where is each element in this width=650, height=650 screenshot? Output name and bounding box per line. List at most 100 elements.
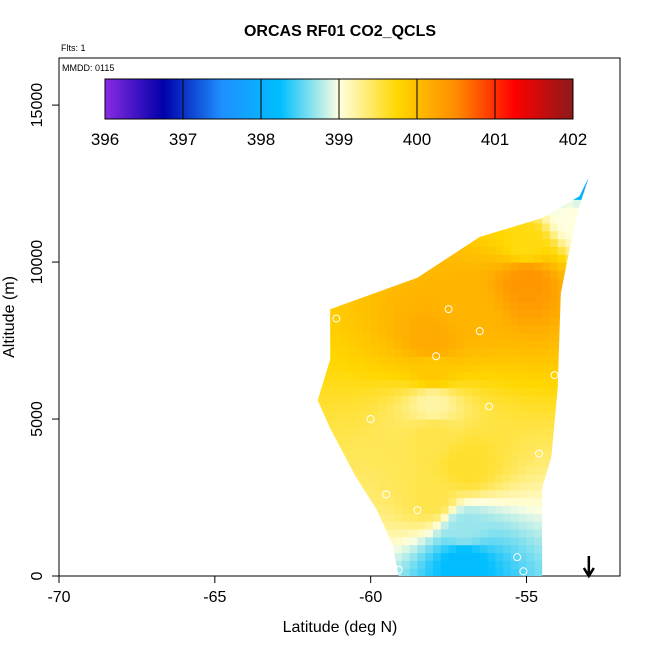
- field-cell: [503, 426, 512, 436]
- field-cell: [347, 473, 356, 483]
- field-cell: [308, 199, 316, 207]
- field-cell: [362, 332, 372, 342]
- field-cell: [331, 379, 341, 389]
- sample-point: [519, 567, 528, 576]
- field-cell: [323, 395, 333, 404]
- field-cell: [534, 395, 543, 404]
- field-cell: [573, 489, 582, 499]
- field-cell: [526, 293, 535, 302]
- field-cell: [526, 364, 535, 373]
- field-cell: [526, 332, 535, 342]
- field-cell: [448, 442, 457, 452]
- field-cell: [542, 207, 551, 216]
- field-cell: [487, 340, 496, 349]
- field-cell: [573, 199, 582, 208]
- field-cell: [394, 411, 403, 420]
- field-cell: [589, 333, 597, 341]
- field-cell: [495, 214, 504, 224]
- field-cell: [308, 513, 316, 521]
- field-cell: [510, 560, 520, 569]
- field-cell: [355, 177, 364, 185]
- sample-point: [578, 176, 587, 185]
- field-cell: [339, 442, 348, 452]
- field-cell: [347, 505, 356, 514]
- field-cell: [589, 388, 597, 396]
- field-cell: [518, 364, 528, 373]
- field-cell: [355, 222, 364, 232]
- field-cell: [347, 411, 356, 420]
- field-cell: [401, 348, 411, 357]
- field-cell: [440, 505, 450, 514]
- field-cell: [370, 505, 380, 514]
- field-cell: [323, 379, 333, 389]
- field-cell: [308, 207, 316, 215]
- field-cell: [479, 222, 489, 232]
- field-cell: [394, 489, 403, 499]
- field-cell: [464, 395, 473, 404]
- field-cell: [417, 277, 426, 287]
- field-cell: [534, 214, 543, 224]
- field-cell: [323, 411, 333, 420]
- field-cell: [510, 285, 520, 295]
- field-cell: [495, 177, 504, 185]
- field-cell: [386, 238, 395, 247]
- field-cell: [589, 176, 597, 184]
- field-cell: [448, 395, 457, 404]
- field-cell: [347, 552, 356, 561]
- field-cell: [503, 528, 512, 538]
- field-cell: [433, 183, 442, 193]
- field-cell: [425, 552, 434, 561]
- field-cell: [597, 278, 605, 286]
- field-cell: [331, 214, 341, 224]
- field-cell: [518, 560, 528, 569]
- field-cell: [417, 552, 426, 561]
- field-cell: [534, 348, 543, 357]
- field-cell: [378, 364, 387, 373]
- field-cell: [471, 332, 481, 342]
- field-cell: [526, 387, 535, 397]
- field-cell: [510, 552, 520, 561]
- field-cell: [308, 333, 316, 341]
- field-cell: [456, 222, 465, 232]
- field-cell: [409, 356, 419, 365]
- field-cell: [542, 379, 551, 389]
- field-cell: [464, 489, 473, 499]
- field-cell: [378, 324, 387, 334]
- field-cell: [433, 560, 442, 569]
- field-cell: [331, 536, 341, 546]
- field-cell: [355, 214, 364, 224]
- field-cell: [471, 207, 481, 216]
- field-cell: [518, 536, 528, 546]
- field-cell: [355, 544, 364, 554]
- field-cell: [308, 529, 316, 537]
- field-cell: [471, 317, 481, 326]
- field-cell: [409, 324, 419, 334]
- field-cell: [370, 364, 380, 373]
- field-cell: [518, 458, 528, 467]
- field-cell: [573, 505, 582, 514]
- field-cell: [386, 324, 395, 334]
- field-cell: [401, 395, 411, 404]
- field-cell: [557, 285, 567, 295]
- field-cell: [355, 395, 364, 404]
- field-cell: [401, 379, 411, 389]
- field-cell: [471, 568, 481, 577]
- field-cell: [308, 293, 316, 301]
- field-cell: [440, 434, 450, 444]
- field-cell: [401, 411, 411, 420]
- field-cell: [433, 434, 442, 444]
- field-cell: [471, 222, 481, 232]
- field-cell: [362, 426, 372, 436]
- field-cell: [440, 466, 450, 475]
- field-cell: [448, 568, 457, 577]
- field-cell: [394, 356, 403, 365]
- field-cell: [331, 505, 341, 514]
- field-cell: [573, 371, 582, 381]
- field-cell: [479, 387, 489, 397]
- field-cell: [347, 309, 356, 318]
- field-cell: [589, 341, 597, 349]
- field-cell: [534, 317, 543, 326]
- field-cell: [370, 254, 380, 263]
- field-cell: [503, 356, 512, 365]
- field-cell: [409, 246, 419, 255]
